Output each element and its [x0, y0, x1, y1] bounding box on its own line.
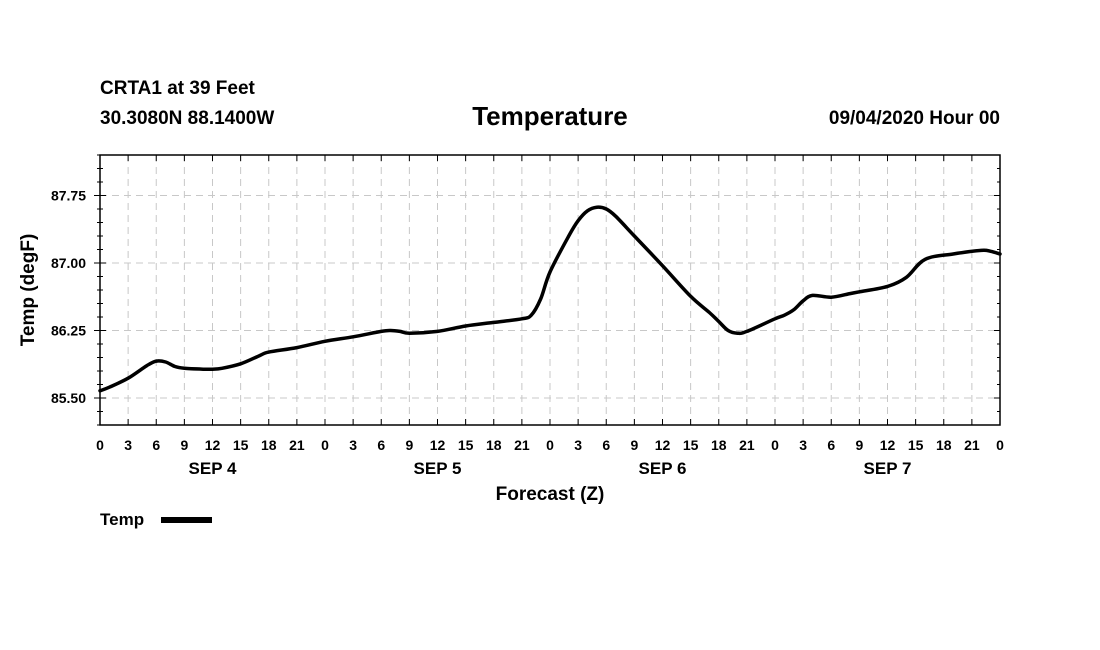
plot-frame: [99, 154, 1001, 426]
x-tick-label: 9: [180, 437, 188, 453]
x-tick-label: 0: [96, 437, 104, 453]
x-axis-title: Forecast (Z): [496, 484, 605, 505]
x-tick-label: 0: [771, 437, 779, 453]
y-tick-labels: 85.50 86.25 87.00 87.75: [51, 188, 86, 407]
x-tick-label: 3: [124, 437, 132, 453]
x-tick-label: 6: [827, 437, 835, 453]
grid-lines: [100, 155, 1000, 425]
x-tick-label: 9: [405, 437, 413, 453]
x-tick-label: 15: [908, 437, 924, 453]
x-tick-label: 12: [430, 437, 446, 453]
x-tick-label: 6: [377, 437, 385, 453]
temp-series-line: [98, 205, 1002, 393]
x-tick-label: 0: [546, 437, 554, 453]
x-tick-label: 9: [855, 437, 863, 453]
chart-title: Temperature: [472, 101, 628, 131]
x-tick-label: 6: [602, 437, 610, 453]
x-tick-label: 0: [321, 437, 329, 453]
x-tick-labels: 0 3 6 9 12 15 18 21 0 3 6 9 12 15 18 21 0 3 6 9 12 15 18 21 0 3 6 9…: [96, 437, 1004, 453]
day-label: SEP 6: [639, 459, 687, 478]
x-tick-label: 18: [936, 437, 952, 453]
x-tick-label: 9: [630, 437, 638, 453]
x-tick-label: 18: [486, 437, 502, 453]
x-tick-label: 12: [655, 437, 671, 453]
y-tick-label: 86.25: [51, 323, 86, 339]
legend-label: Temp: [100, 510, 144, 529]
x-tick-label: 21: [739, 437, 755, 453]
x-tick-label: 21: [514, 437, 530, 453]
x-tick-label: 15: [458, 437, 474, 453]
x-tick-label: 0: [996, 437, 1004, 453]
x-tick-label: 3: [574, 437, 582, 453]
x-tick-label: 12: [880, 437, 896, 453]
x-tick-label: 12: [205, 437, 221, 453]
x-tick-label: 18: [711, 437, 727, 453]
day-labels: SEP 4 SEP 5 SEP 6 SEP 7: [189, 459, 912, 478]
station-name: CRTA1 at 39 Feet: [100, 78, 256, 99]
x-tick-label: 21: [964, 437, 980, 453]
station-coordinates: 30.3080N 88.1400W: [100, 108, 274, 129]
x-tick-label: 6: [152, 437, 160, 453]
y-axis-title: Temp (degF): [18, 234, 39, 347]
x-tick-label: 21: [289, 437, 305, 453]
x-tick-label: 15: [233, 437, 249, 453]
x-tick-label: 18: [261, 437, 277, 453]
x-tick-label: 15: [683, 437, 699, 453]
y-tick-label: 85.50: [51, 390, 86, 406]
y-tick-label: 87.75: [51, 188, 86, 204]
forecast-datetime: 09/04/2020 Hour 00: [829, 108, 1000, 129]
x-tick-label: 3: [799, 437, 807, 453]
day-label: SEP 7: [864, 459, 912, 478]
day-label: SEP 4: [189, 459, 237, 478]
day-label: SEP 5: [414, 459, 462, 478]
y-tick-label: 87.00: [51, 255, 86, 271]
legend: Temp: [100, 510, 212, 529]
x-tick-label: 3: [349, 437, 357, 453]
